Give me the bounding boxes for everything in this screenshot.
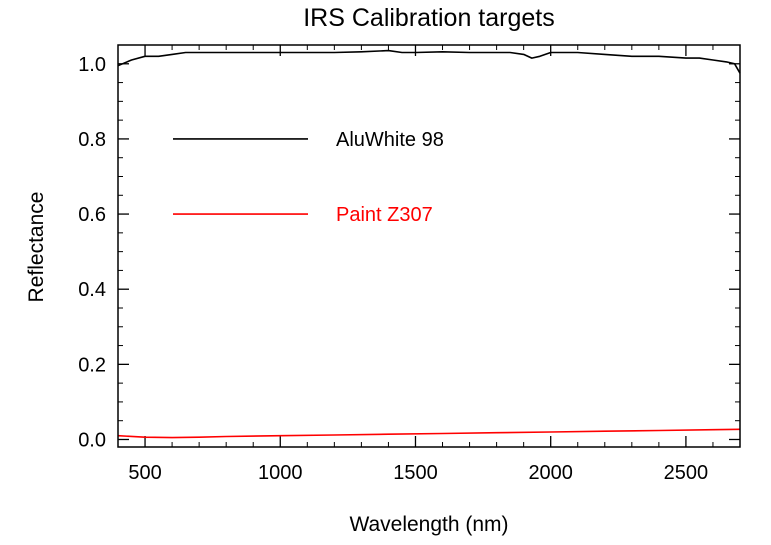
x-tick-label: 1500	[393, 462, 438, 484]
y-tick-label: 0.8	[78, 129, 106, 151]
chart-title: IRS Calibration targets	[303, 4, 555, 32]
y-axis-label: Reflectance	[25, 192, 48, 303]
series-line-2	[117, 428, 741, 439]
y-tick-label: 0.2	[78, 354, 106, 376]
y-tick-label: 0.6	[78, 204, 106, 226]
x-tick-label: 500	[128, 462, 161, 484]
y-tick-label: 0.4	[78, 279, 106, 301]
x-tick-label: 2500	[664, 462, 709, 484]
plot-frame	[117, 44, 741, 448]
y-tick-label: 0.0	[78, 429, 106, 451]
x-tick-label: 2000	[528, 462, 573, 484]
legend-label-2: Paint Z307	[336, 204, 433, 226]
x-tick-label: 1000	[258, 462, 303, 484]
series-line-1	[117, 49, 741, 74]
y-tick-label: 1.0	[78, 54, 106, 76]
legend-label-1: AluWhite 98	[336, 129, 444, 151]
x-axis-label: Wavelength (nm)	[349, 513, 508, 536]
